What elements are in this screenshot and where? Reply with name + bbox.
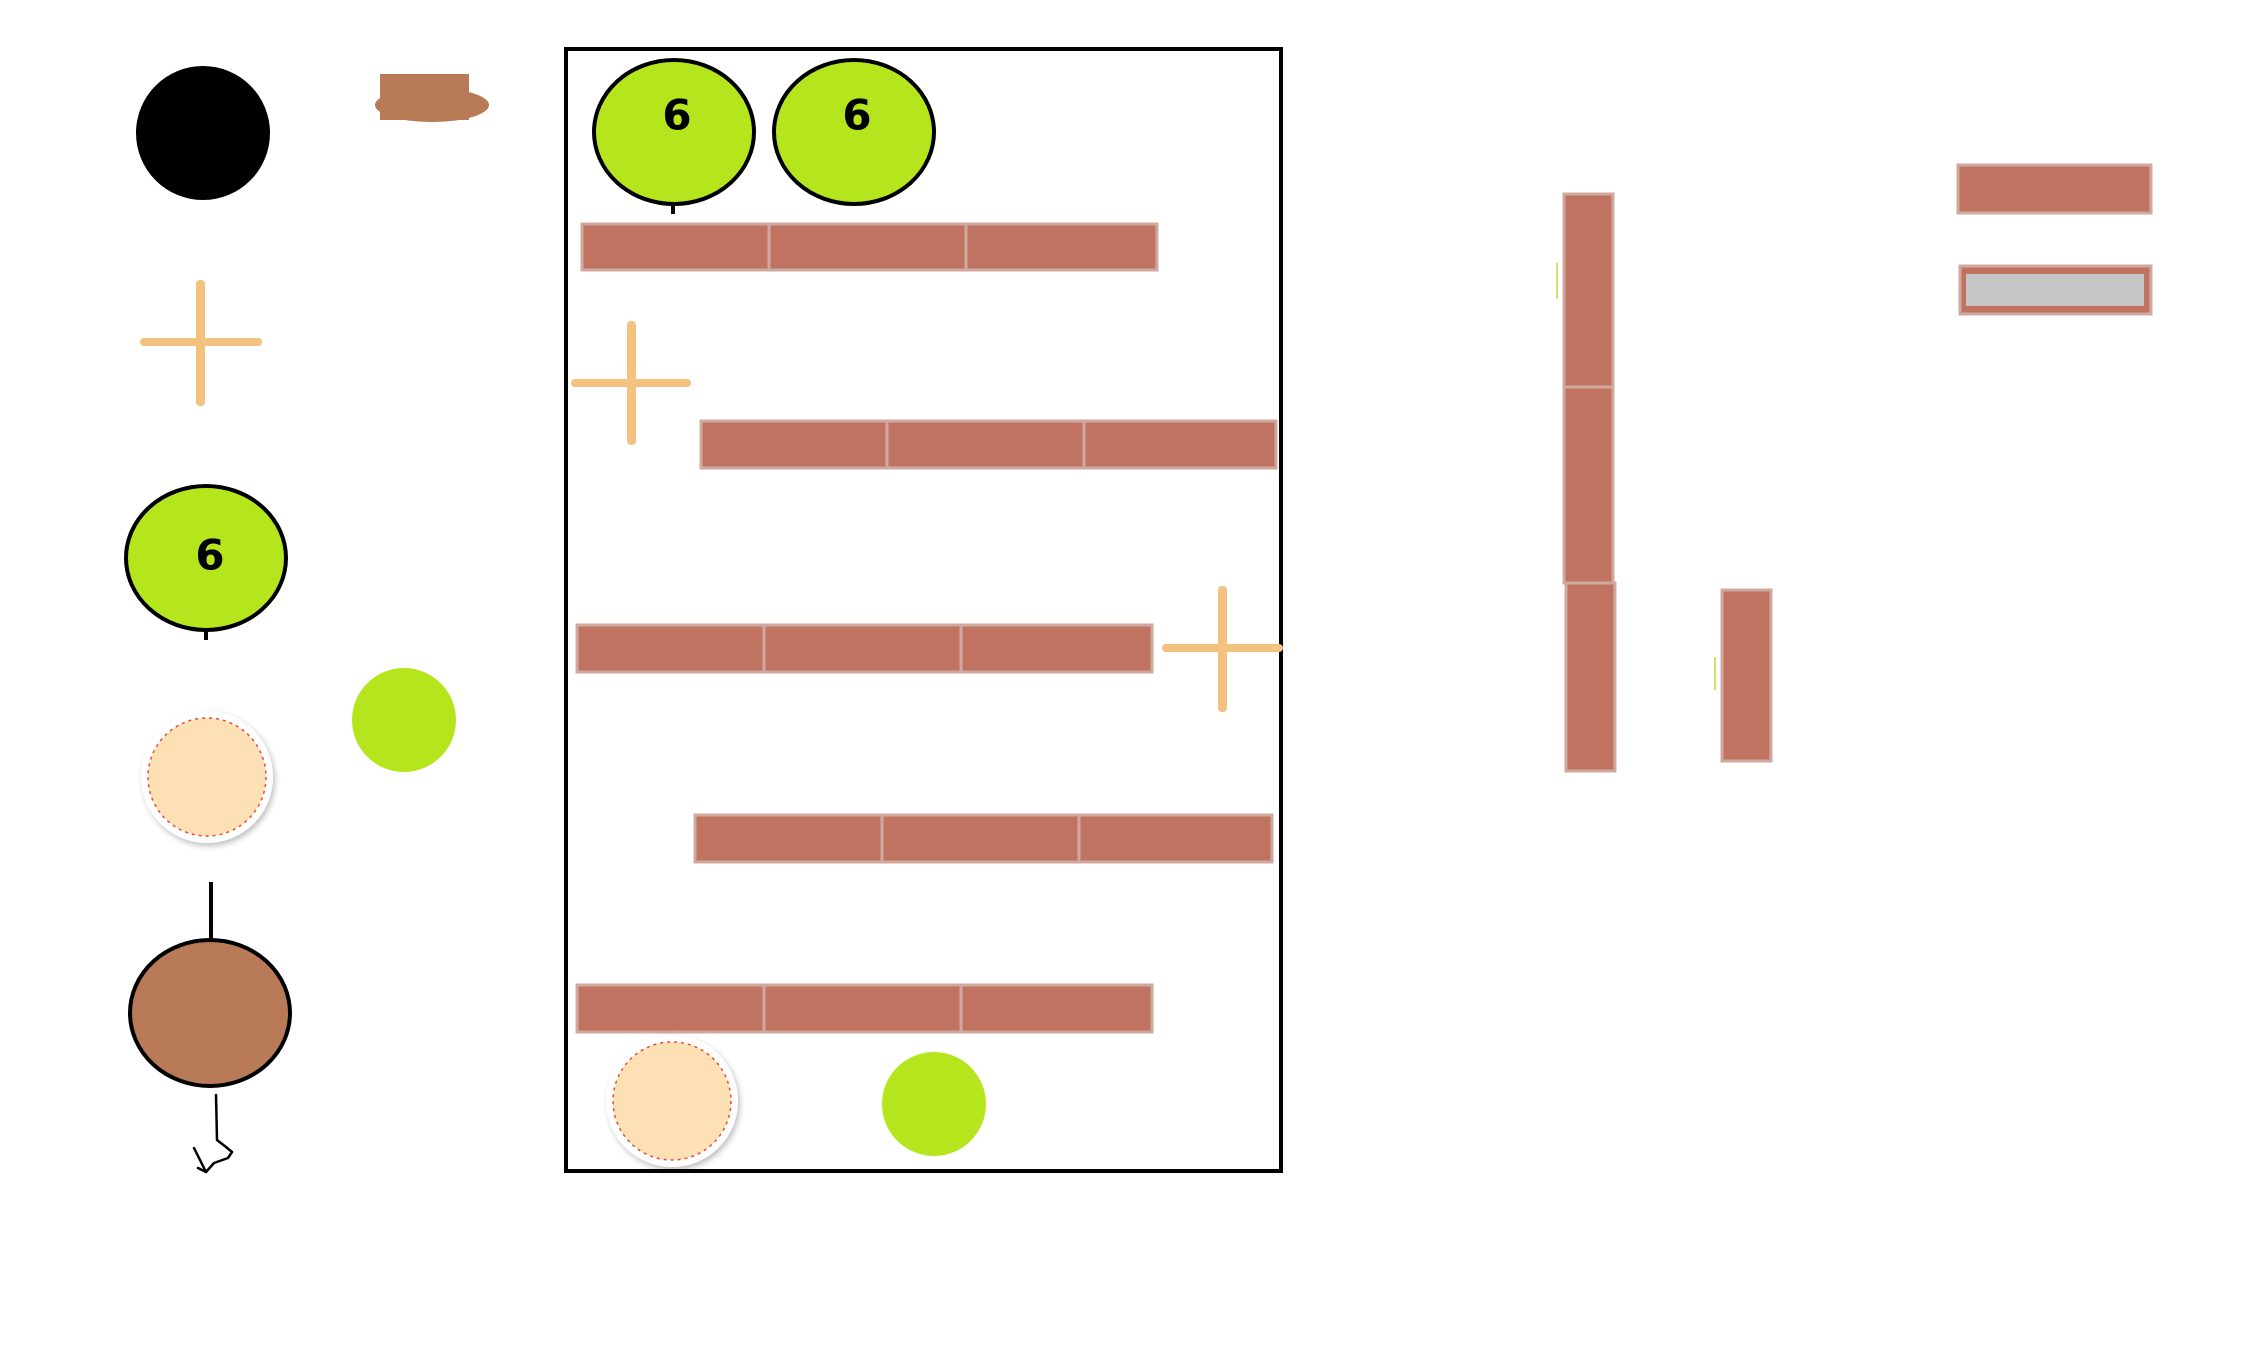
brick-row	[575, 623, 1154, 674]
vertical-brick[interactable]	[1562, 385, 1615, 585]
brick[interactable]	[1077, 813, 1274, 864]
black-ball[interactable]	[136, 66, 270, 200]
ball-number-label: 6	[662, 91, 691, 140]
brick[interactable]	[693, 813, 884, 864]
short-vertical-brick[interactable]	[1714, 588, 1773, 763]
brick[interactable]	[699, 419, 889, 470]
peach-ball[interactable]	[141, 711, 273, 843]
numbered-ball[interactable]: 6	[124, 484, 288, 640]
brick-row	[699, 419, 1278, 470]
brick[interactable]	[959, 623, 1154, 674]
palette-panel: 6	[124, 66, 489, 1174]
gray-slot-brick[interactable]	[1958, 264, 2153, 316]
hand-cursor-icon	[192, 1093, 234, 1174]
brick[interactable]	[880, 813, 1081, 864]
brick[interactable]	[1082, 419, 1278, 470]
brick[interactable]	[575, 983, 766, 1034]
brick-row	[580, 222, 1159, 272]
vertical-brick-stack	[1556, 192, 1617, 773]
brick[interactable]	[580, 222, 771, 272]
lime-ball[interactable]	[352, 668, 456, 772]
brick[interactable]	[964, 222, 1159, 272]
cup[interactable]	[375, 74, 489, 122]
peach-ball[interactable]	[606, 1035, 738, 1167]
brown-ball[interactable]	[128, 882, 292, 1088]
brick[interactable]	[762, 983, 963, 1034]
brick-row	[693, 813, 1274, 864]
brick[interactable]	[575, 623, 766, 674]
game-board: 6 6	[564, 47, 1283, 1173]
propeller[interactable]	[140, 280, 262, 406]
numbered-ball[interactable]: 6	[592, 58, 756, 214]
vertical-brick[interactable]	[1562, 192, 1615, 389]
brick[interactable]	[885, 419, 1086, 470]
ball-number-label: 6	[195, 531, 224, 580]
propeller[interactable]	[571, 321, 691, 445]
ball-number-label: 6	[842, 91, 871, 140]
brick[interactable]	[959, 983, 1154, 1034]
numbered-ball[interactable]: 6	[772, 58, 936, 206]
brick-row	[575, 983, 1154, 1034]
side-pieces	[1556, 163, 2153, 773]
horizontal-brick[interactable]	[1956, 163, 2153, 215]
propeller[interactable]	[1162, 586, 1283, 712]
brick[interactable]	[762, 623, 963, 674]
vertical-brick[interactable]	[1564, 581, 1617, 773]
brick[interactable]	[767, 222, 968, 272]
lime-ball[interactable]	[882, 1052, 986, 1156]
